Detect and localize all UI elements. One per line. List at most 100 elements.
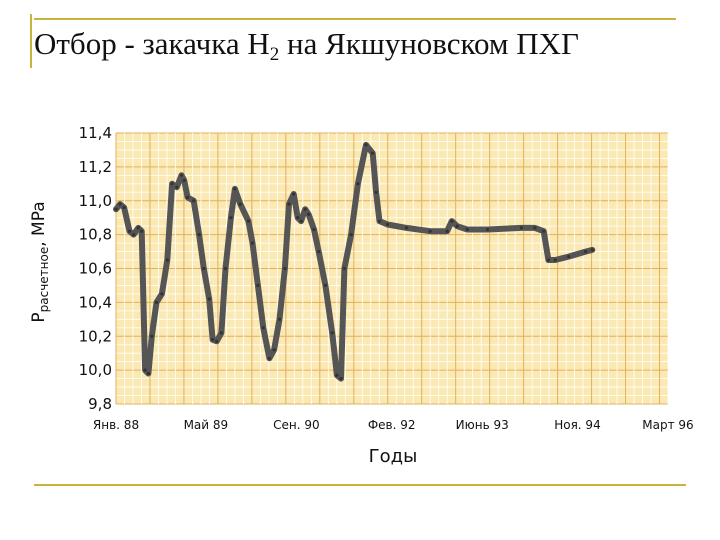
- data-point: [377, 219, 382, 223]
- bottom-rule: [34, 484, 686, 486]
- data-point: [455, 224, 459, 228]
- data-point: [428, 229, 432, 233]
- data-point: [215, 339, 219, 343]
- data-point: [371, 151, 375, 155]
- x-axis-label: Годы: [369, 446, 418, 467]
- data-point: [160, 292, 164, 296]
- data-point: [553, 258, 557, 262]
- data-point: [542, 229, 546, 233]
- data-point: [356, 182, 360, 186]
- x-tick-label: Март 96: [642, 418, 693, 432]
- data-point: [211, 338, 215, 342]
- top-rule: [34, 18, 676, 20]
- data-point: [312, 227, 316, 232]
- data-point: [207, 297, 211, 301]
- data-point: [339, 377, 343, 381]
- data-point: [246, 219, 250, 223]
- y-tick-label: 10,2: [79, 327, 112, 345]
- data-point: [590, 248, 594, 252]
- title-main: Отбор - закачка Н: [34, 26, 270, 61]
- series-line: [113, 141, 596, 382]
- data-point: [364, 143, 368, 147]
- data-point: [223, 266, 228, 271]
- data-point: [175, 185, 179, 189]
- data-point: [317, 250, 321, 254]
- data-point: [127, 229, 132, 233]
- data-point: [150, 334, 154, 338]
- data-point: [238, 202, 242, 206]
- data-point: [533, 226, 537, 230]
- data-point: [303, 207, 307, 211]
- data-point: [219, 331, 223, 335]
- data-point: [118, 202, 122, 206]
- data-point: [170, 182, 174, 186]
- data-point: [584, 250, 588, 254]
- y-axis-label-main: P: [29, 312, 49, 322]
- y-axis-label: Pрасчетное, MPa: [29, 201, 51, 322]
- data-point: [335, 373, 339, 377]
- data-point: [342, 266, 346, 271]
- data-point: [277, 317, 282, 321]
- y-tick-label: 11,2: [79, 158, 112, 176]
- data-point: [132, 233, 136, 237]
- x-axis-ticks: Янв. 88 Май 89 Сен. 90 Фев. 92 Июнь 93 Ноя. 9…: [93, 418, 694, 432]
- data-point: [182, 178, 186, 182]
- data-point: [192, 199, 196, 203]
- data-point: [146, 371, 150, 376]
- data-point: [143, 368, 147, 372]
- x-tick-label: Ноя. 94: [554, 418, 600, 432]
- y-axis-ticks: 11,4 11,2 11,0 10,8 10,6 10,4 10,2 10,0 9,8: [79, 124, 112, 413]
- x-tick-label: Июнь 93: [456, 418, 509, 432]
- data-point: [287, 202, 291, 206]
- data-point: [330, 331, 334, 335]
- data-point: [122, 205, 126, 210]
- data-point: [374, 190, 378, 194]
- data-point: [445, 229, 449, 233]
- data-point: [250, 241, 255, 245]
- data-point: [233, 187, 237, 191]
- y-tick-label: 10,8: [79, 226, 112, 244]
- series: [113, 141, 596, 382]
- data-point: [261, 326, 265, 330]
- data-point: [229, 216, 233, 220]
- title-subscript: 2: [269, 44, 280, 65]
- data-point: [465, 227, 469, 232]
- data-point: [292, 192, 296, 196]
- data-point: [256, 283, 260, 287]
- data-point: [386, 222, 390, 227]
- data-point: [404, 226, 409, 230]
- y-tick-label: 9,8: [88, 395, 112, 413]
- data-point: [519, 226, 524, 230]
- data-point: [114, 207, 118, 211]
- left-rule: [30, 14, 32, 68]
- slide-title: Отбор - закачка Н2 на Якшуновском ПХГ: [34, 26, 714, 66]
- x-tick-label: Сен. 90: [273, 418, 320, 432]
- data-point: [165, 258, 169, 262]
- y-tick-label: 11,0: [79, 192, 112, 210]
- data-point: [349, 233, 353, 237]
- y-axis-label-unit: , MPa: [29, 201, 49, 246]
- y-tick-label: 10,6: [79, 260, 112, 278]
- grid: [115, 132, 669, 405]
- y-axis-label-subscript: расчетное: [37, 247, 51, 313]
- data-point: [296, 216, 300, 220]
- data-point: [486, 227, 490, 232]
- data-point: [202, 266, 206, 271]
- data-point: [197, 233, 201, 237]
- data-point: [299, 219, 303, 223]
- x-tick-label: Май 89: [184, 418, 229, 432]
- y-tick-label: 11,4: [79, 124, 112, 142]
- y-tick-label: 10,4: [79, 293, 112, 311]
- data-point: [323, 283, 327, 287]
- data-point: [179, 173, 184, 177]
- title-rest: на Якшуновском ПХГ: [279, 26, 579, 61]
- data-point: [567, 255, 571, 259]
- data-point: [307, 212, 311, 216]
- data-point: [283, 266, 287, 271]
- data-point: [140, 229, 144, 233]
- data-point: [186, 195, 190, 199]
- data-point: [272, 348, 276, 352]
- data-point: [154, 300, 159, 304]
